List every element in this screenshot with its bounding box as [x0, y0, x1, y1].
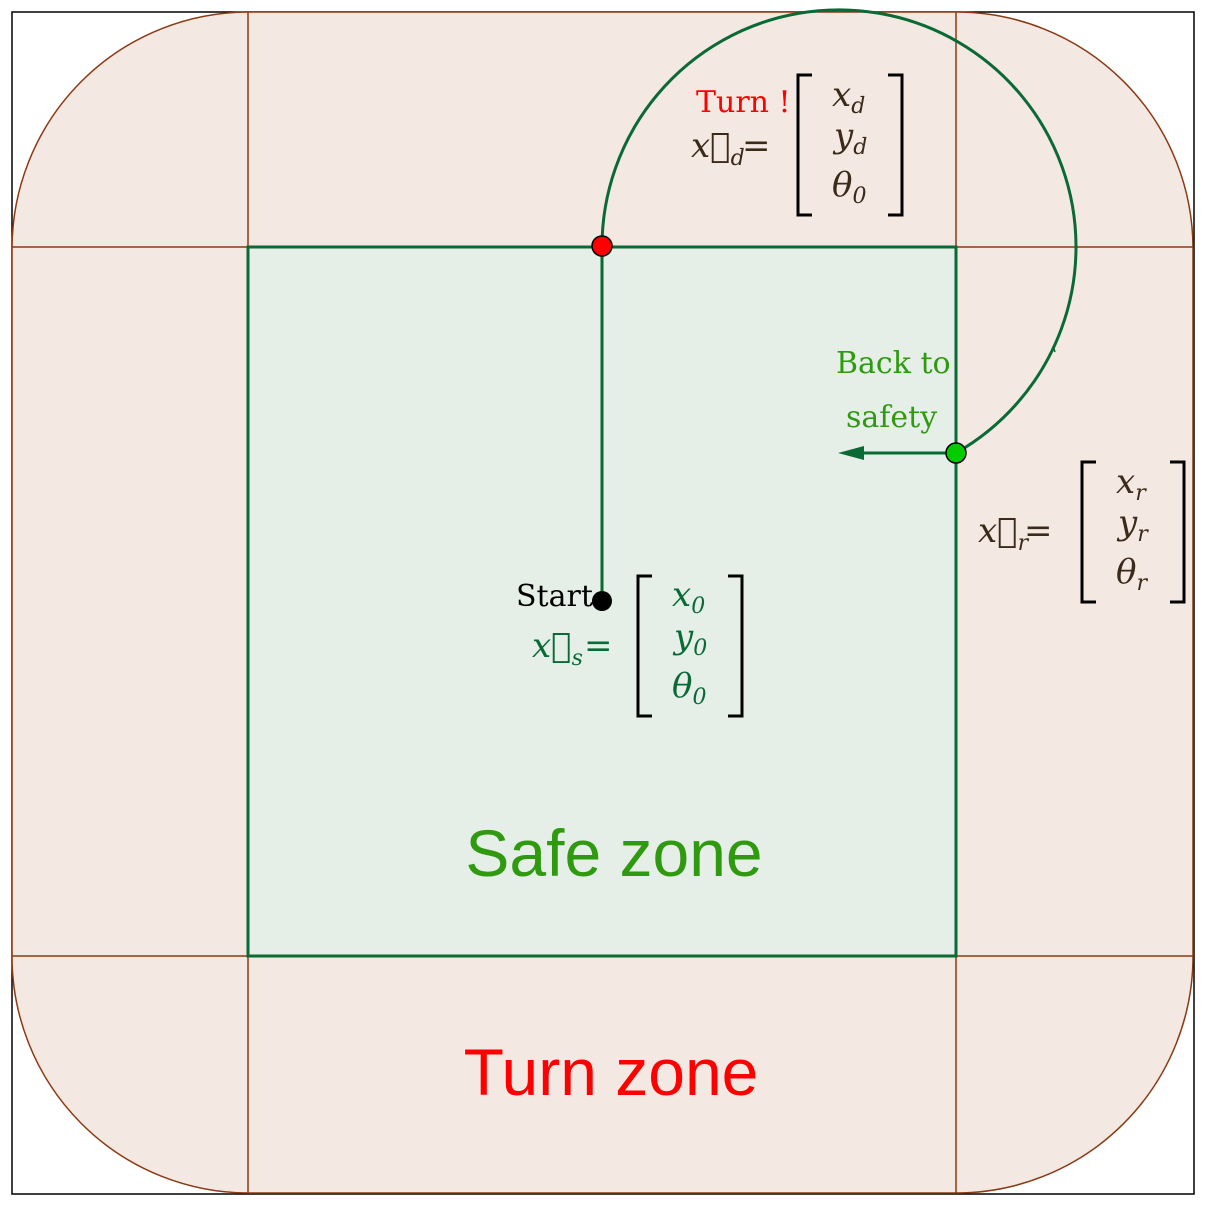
- start-bracket-right: [728, 574, 744, 718]
- safe-zone-label: Safe zone: [465, 816, 762, 890]
- start-row-x: x0: [672, 575, 705, 619]
- return-point: [945, 442, 967, 464]
- return-bracket-right: [1170, 460, 1186, 604]
- trajectory-turn-arc: [600, 8, 1078, 455]
- start-vector-symbol: x⃗s: [532, 626, 583, 671]
- start-row-theta: θ0: [672, 666, 706, 710]
- return-row-theta: θr: [1116, 552, 1148, 596]
- start-bracket-left: [636, 574, 652, 718]
- start-row-y: y0: [672, 617, 707, 661]
- turn-zone-label: Turn zone: [464, 1035, 759, 1109]
- return-row-x: xr: [1116, 462, 1147, 506]
- return-row-y: yr: [1116, 503, 1149, 547]
- start-label: Start: [516, 579, 593, 614]
- start-state-vector: x⃗s = x0 y0 θ0: [532, 574, 744, 718]
- back-to-safety-arrow: [838, 446, 956, 460]
- turn-row-y: yd: [832, 116, 867, 160]
- back-to-label: Back to: [836, 346, 951, 381]
- turn-equals: =: [742, 126, 771, 166]
- turn-label: Turn !: [696, 85, 791, 120]
- turn-bracket-left: [796, 73, 812, 217]
- arc-tick-mark: [1052, 345, 1056, 353]
- return-state-vector: x⃗r = xr yr θr: [978, 460, 1186, 604]
- start-point: [592, 591, 612, 611]
- return-equals: =: [1024, 511, 1053, 551]
- start-equals: =: [584, 626, 613, 666]
- turn-row-x: xd: [832, 75, 865, 119]
- return-bracket-left: [1080, 460, 1096, 604]
- turn-state-vector: x⃗d = xd yd θ0: [691, 73, 904, 217]
- turn-bracket-right: [888, 73, 904, 217]
- return-vector-symbol: x⃗r: [978, 511, 1030, 556]
- safety-label: safety: [846, 400, 937, 435]
- turn-point: [591, 235, 613, 257]
- trajectory: [600, 8, 1078, 601]
- turn-row-theta: θ0: [832, 165, 866, 209]
- turn-vector-symbol: x⃗d: [691, 126, 745, 171]
